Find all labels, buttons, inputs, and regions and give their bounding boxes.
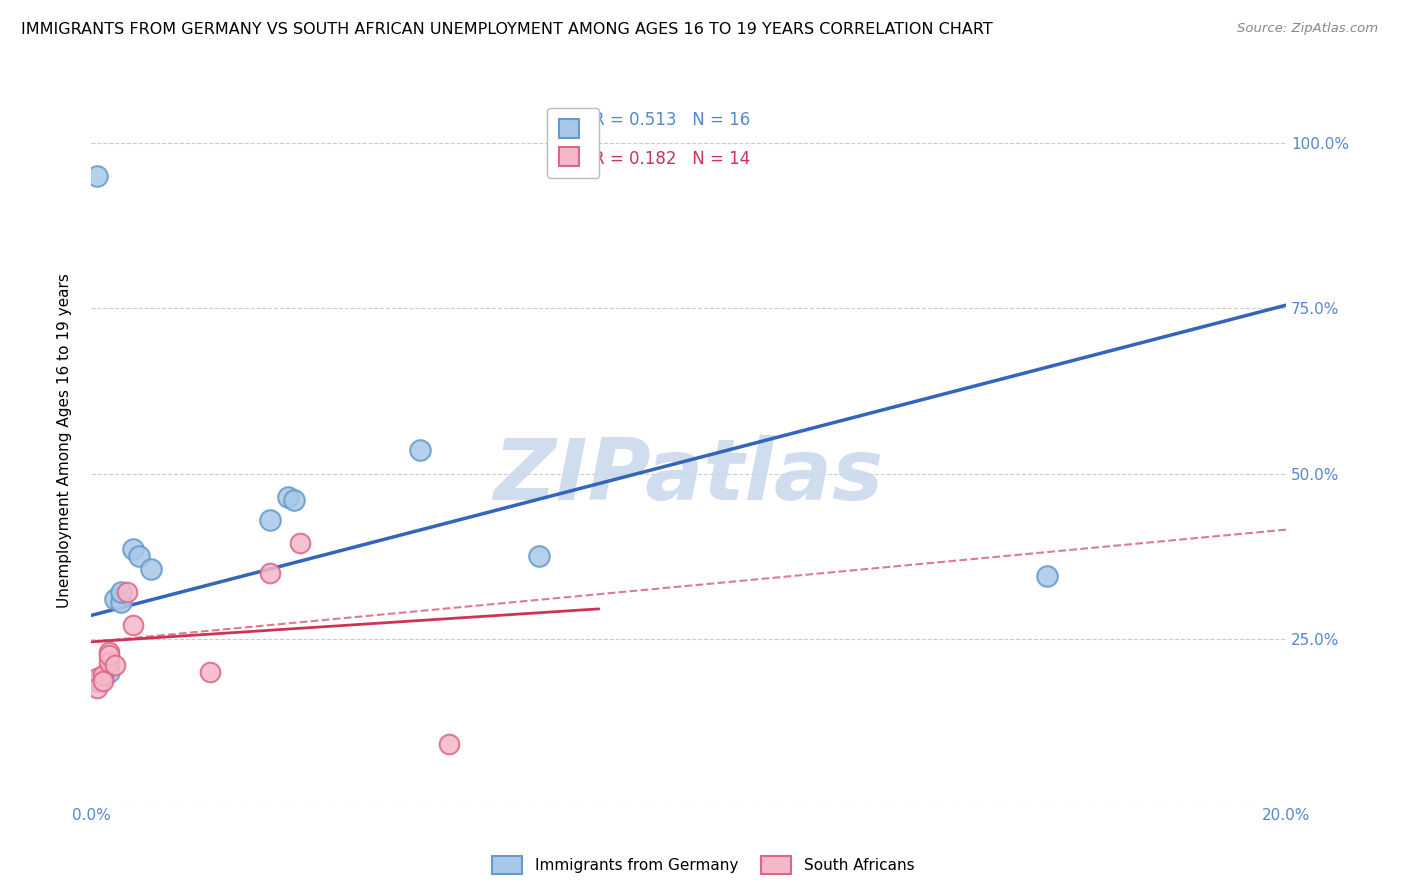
Point xyxy=(104,657,127,672)
Point xyxy=(128,549,150,563)
Point xyxy=(115,585,138,599)
Point xyxy=(97,655,120,669)
Point xyxy=(139,562,162,576)
Point xyxy=(97,665,120,679)
Point xyxy=(439,737,461,751)
Point xyxy=(1036,569,1059,583)
Point xyxy=(288,536,311,550)
Text: R = 0.182   N = 14: R = 0.182 N = 14 xyxy=(593,150,749,168)
Point xyxy=(283,492,305,507)
Text: Source: ZipAtlas.com: Source: ZipAtlas.com xyxy=(1237,22,1378,36)
Point xyxy=(110,585,132,599)
Point xyxy=(110,595,132,609)
Legend: , : , xyxy=(547,108,599,178)
Point xyxy=(277,490,299,504)
Point xyxy=(86,681,108,695)
Point xyxy=(86,674,108,689)
Point xyxy=(121,542,143,557)
Point xyxy=(259,566,281,580)
Legend: Immigrants from Germany, South Africans: Immigrants from Germany, South Africans xyxy=(485,850,921,880)
Point xyxy=(200,665,222,679)
Point xyxy=(527,549,550,563)
Point xyxy=(91,674,114,689)
Point xyxy=(91,668,114,682)
Text: IMMIGRANTS FROM GERMANY VS SOUTH AFRICAN UNEMPLOYMENT AMONG AGES 16 TO 19 YEARS : IMMIGRANTS FROM GERMANY VS SOUTH AFRICAN… xyxy=(21,22,993,37)
Point xyxy=(91,671,114,685)
Point xyxy=(259,513,281,527)
Y-axis label: Unemployment Among Ages 16 to 19 years: Unemployment Among Ages 16 to 19 years xyxy=(58,273,72,608)
Point xyxy=(121,618,143,632)
Point xyxy=(86,671,108,685)
Text: ZIPatlas: ZIPatlas xyxy=(494,435,883,518)
Point xyxy=(97,648,120,662)
Point xyxy=(408,443,430,458)
Text: R = 0.513   N = 16: R = 0.513 N = 16 xyxy=(593,111,749,128)
Point xyxy=(86,169,108,184)
Point xyxy=(104,591,127,606)
Point xyxy=(97,645,120,659)
